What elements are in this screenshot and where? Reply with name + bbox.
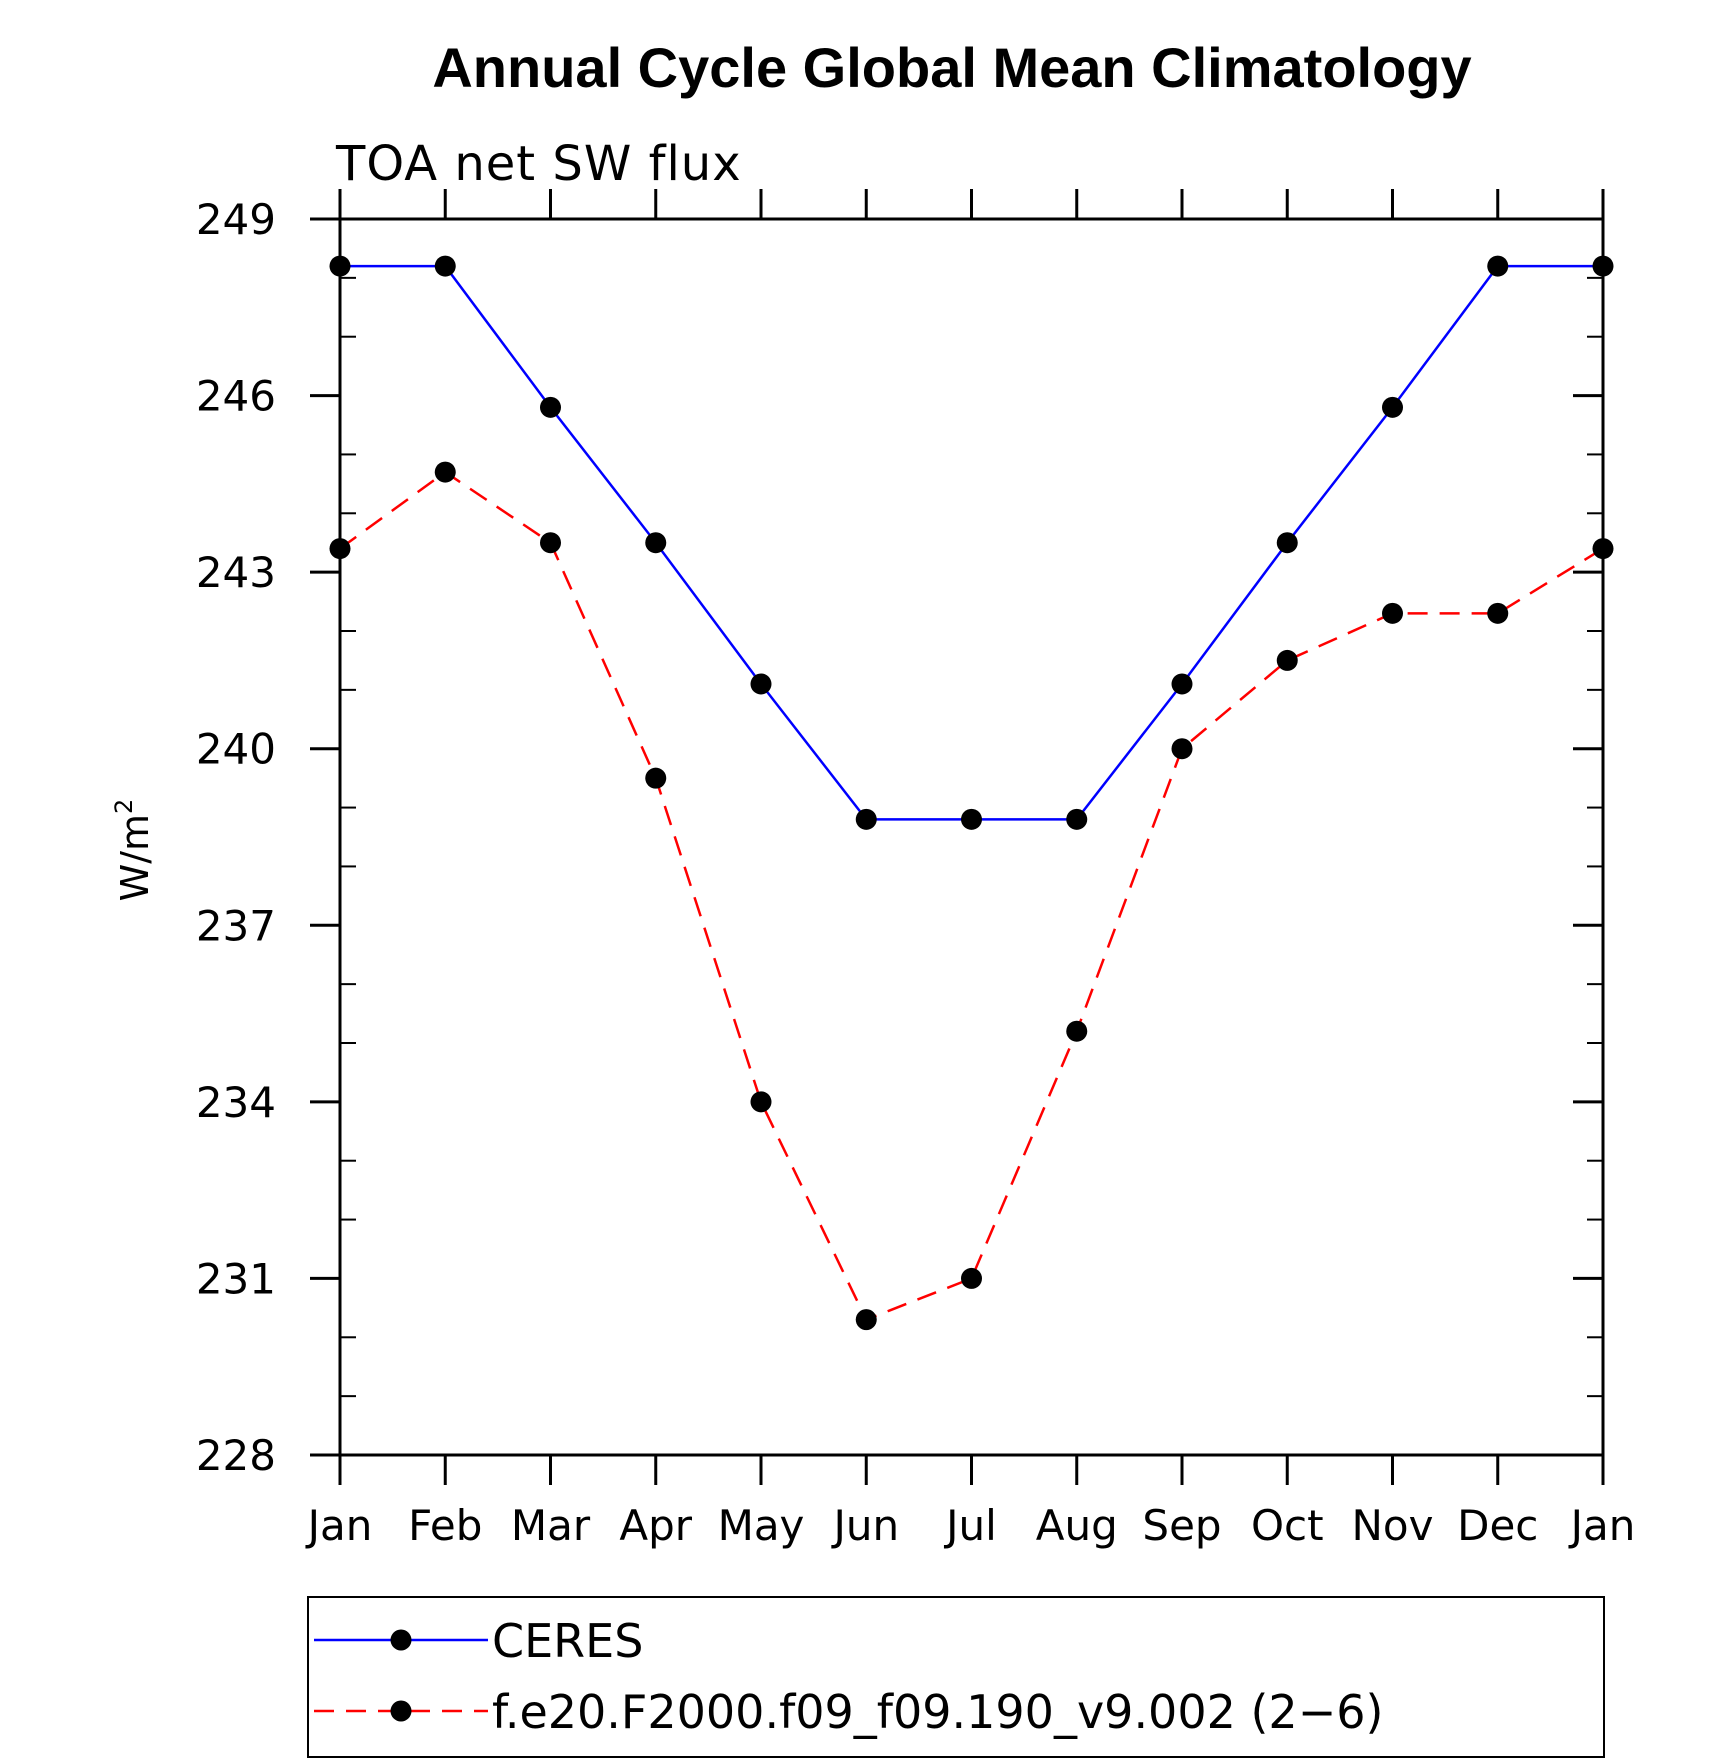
y-tick-label: 231	[196, 1254, 276, 1303]
y-tick-label: 246	[196, 372, 276, 421]
series-1-point	[540, 532, 561, 554]
x-tick-label: Aug	[1036, 1501, 1118, 1550]
series-1-point	[1592, 538, 1614, 560]
series-0-point	[1487, 255, 1509, 277]
x-tick-label: May	[718, 1501, 805, 1550]
series-line-0	[340, 264, 1603, 821]
y-tick-label: 228	[196, 1431, 276, 1480]
legend-label-0: CERES	[492, 1614, 643, 1668]
x-tick-label: Jun	[830, 1501, 899, 1550]
series-line-1	[339, 470, 1604, 1322]
series-points	[329, 255, 1614, 1331]
series-0-point	[855, 808, 877, 830]
series-1-point	[1066, 1020, 1088, 1042]
y-tick-label: 243	[196, 548, 276, 597]
series-0-point	[961, 808, 982, 830]
series-0-point	[1171, 673, 1193, 695]
y-axis-label: W/m2	[110, 799, 157, 902]
y-tick-labels: 228 231 234 237 240 243 246 249	[196, 195, 276, 1480]
y-tick-label: 234	[196, 1078, 276, 1127]
series-0-point	[1276, 532, 1298, 554]
x-tick-label: Mar	[511, 1501, 591, 1550]
legend-marker-1	[390, 1700, 412, 1722]
chart-subtitle: TOA net SW flux	[335, 136, 742, 192]
y-axis-label-superscript: 2	[110, 799, 138, 814]
y-tick-label: 237	[196, 901, 276, 950]
chart-title: Annual Cycle Global Mean Climatology	[432, 36, 1471, 99]
svg-text:W/m2: W/m2	[110, 799, 157, 902]
legend-label-1: f.e20.F2000.f09_f09.190_v9.002 (2−6)	[492, 1685, 1383, 1739]
series-1-point	[434, 461, 456, 483]
series-0-point	[540, 396, 561, 418]
x-tick-label: Sep	[1142, 1501, 1221, 1550]
series-1-point	[750, 1091, 772, 1113]
x-tick-label: Apr	[619, 1501, 692, 1550]
x-tick-label: Oct	[1251, 1501, 1324, 1550]
axis-ticks	[310, 189, 1605, 1485]
series-1-point	[329, 538, 351, 560]
y-tick-label: 249	[196, 195, 276, 244]
y-tick-label: 240	[196, 725, 276, 774]
series-0-point	[1382, 396, 1403, 418]
legend: CERES f.e20.F2000.f09_f09.190_v9.002 (2−6…	[314, 1614, 1383, 1739]
x-tick-label: Jan	[305, 1501, 373, 1550]
x-tick-label: Feb	[408, 1501, 482, 1550]
x-tick-labels: Jan Feb Mar Apr May Jun Jul Aug Sep Oct Nov Dec Jan	[305, 1501, 1636, 1550]
series-1-point	[855, 1309, 877, 1331]
series-lines	[339, 264, 1604, 1322]
series-0-point	[750, 673, 772, 695]
y-axis-label-base: W/m	[113, 814, 157, 901]
x-tick-label: Dec	[1457, 1501, 1538, 1550]
series-1-point	[961, 1267, 982, 1289]
x-tick-label: Nov	[1352, 1501, 1434, 1550]
x-tick-label: Jan	[1568, 1501, 1636, 1550]
legend-marker-0	[390, 1629, 412, 1651]
series-0-point	[1592, 255, 1614, 277]
series-1-point	[1382, 602, 1403, 624]
series-1-point	[645, 767, 667, 789]
series-0-point	[645, 532, 667, 554]
x-tick-label: Jul	[943, 1501, 997, 1550]
series-1-point	[1276, 649, 1298, 671]
series-1-point	[1171, 738, 1193, 760]
series-1-point	[1487, 602, 1509, 624]
series-0-point	[329, 255, 351, 277]
series-0-point	[1066, 808, 1088, 830]
series-0-point	[434, 255, 456, 277]
legend-box	[307, 1596, 1605, 1758]
